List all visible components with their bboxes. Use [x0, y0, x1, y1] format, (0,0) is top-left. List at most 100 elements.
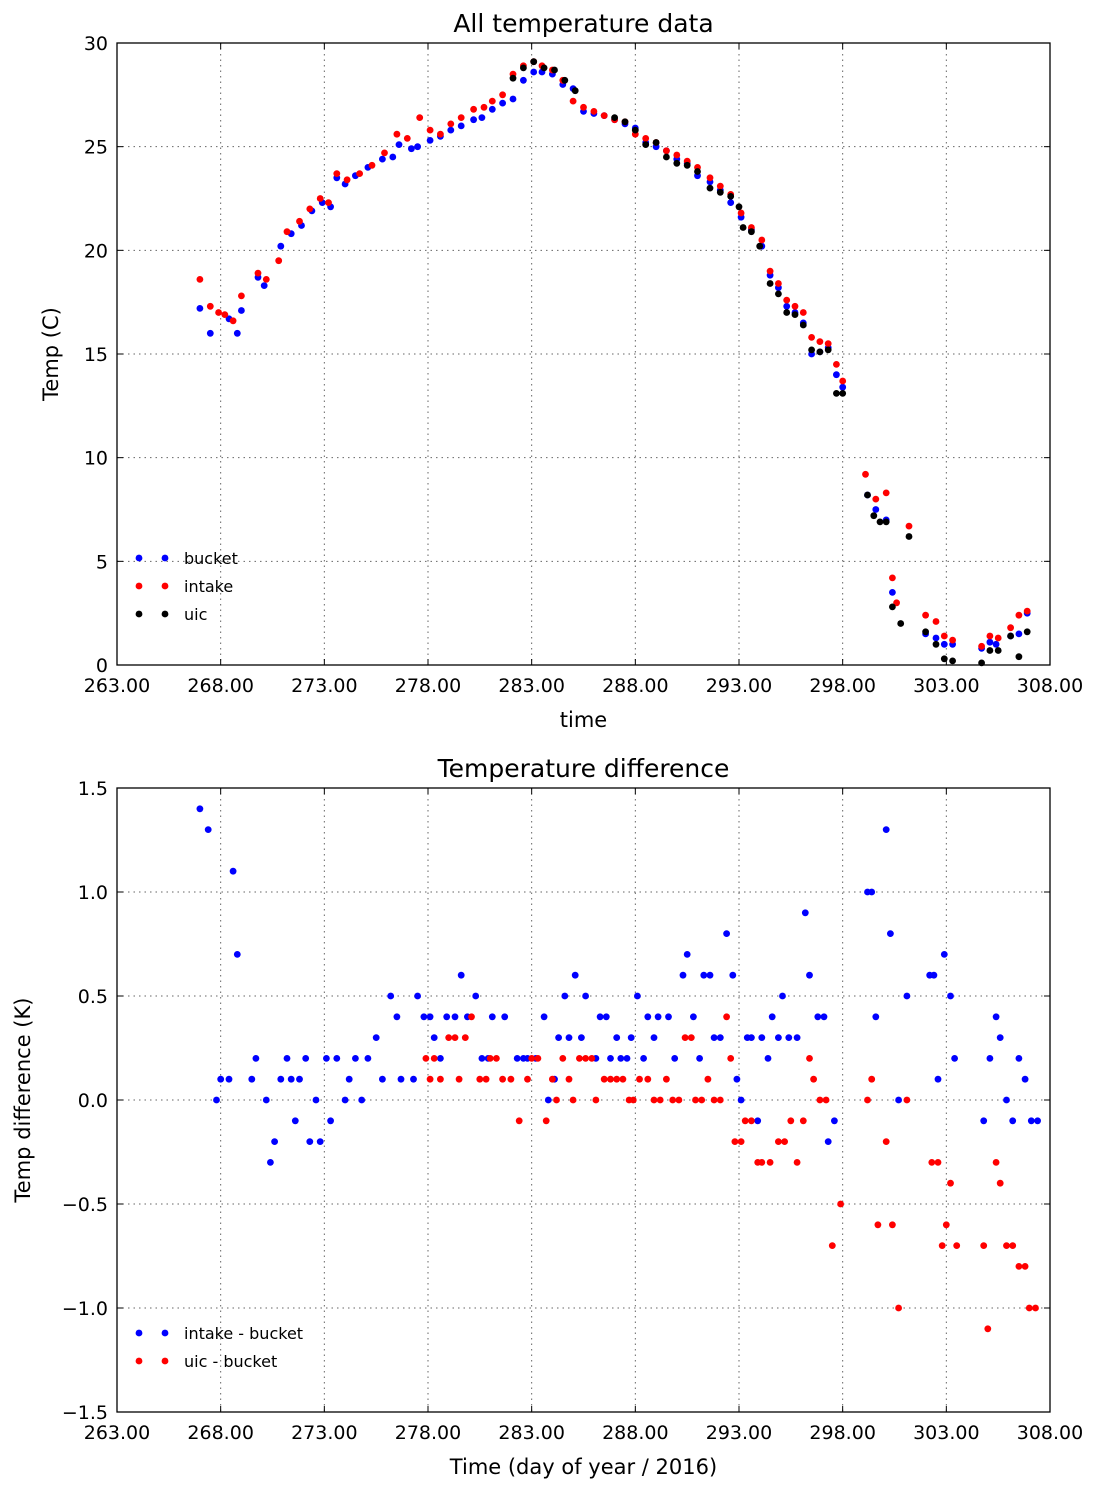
temp-data-point — [393, 130, 401, 138]
temp-data-point — [882, 489, 890, 497]
diff-data-point — [507, 1075, 515, 1083]
temperature-chart-panel: 263.00 268.00 273.00 278.00 283.00 288.00 293.… — [39, 9, 1083, 732]
diff-data-point — [627, 1034, 635, 1041]
temp-legend-label: intake — [184, 577, 233, 596]
diff-legend-label: intake - bucket — [184, 1324, 303, 1343]
temp-data-point — [706, 184, 714, 192]
diff-data-point — [544, 1096, 552, 1104]
temp-legend-marker — [135, 582, 143, 590]
temp-data-point — [381, 149, 388, 157]
diff-data-point — [947, 1179, 954, 1187]
temp-data-point — [816, 338, 824, 345]
temp-data-point — [196, 305, 204, 312]
diff-data-point — [457, 971, 465, 979]
diff-data-point — [233, 951, 241, 958]
temp-data-point — [775, 280, 782, 287]
diff-data-point — [775, 1034, 782, 1041]
temp-data-point — [833, 390, 840, 397]
temp-data-point — [799, 309, 807, 316]
diff-data-point — [571, 971, 579, 979]
temp-x-tick-label: 308.00 — [1017, 675, 1083, 697]
temp-data-point — [356, 170, 363, 178]
diff-data-point — [951, 1055, 958, 1062]
temp-data-point — [864, 491, 871, 499]
diff-data-point — [582, 1055, 589, 1062]
diff-legend-marker — [161, 1357, 169, 1365]
diff-data-point — [729, 971, 737, 979]
diff-data-point — [764, 1055, 772, 1062]
temp-data-point — [783, 309, 791, 316]
diff-data-point — [986, 1055, 994, 1062]
temp-x-tick-label: 303.00 — [913, 675, 979, 697]
diff-data-point — [619, 1075, 627, 1083]
temp-data-point — [275, 257, 283, 265]
diff-data-point — [196, 805, 204, 813]
diff-data-point — [1021, 1075, 1029, 1083]
temp-data-point — [569, 97, 577, 105]
diff-data-point — [443, 1013, 451, 1021]
diff-data-point — [578, 1034, 585, 1041]
temp-data-point — [221, 311, 229, 318]
temp-x-tick-label: 273.00 — [291, 675, 357, 697]
temp-data-point — [530, 58, 538, 66]
temp-data-point — [889, 589, 896, 596]
diff-data-point — [488, 1013, 496, 1021]
diff-data-point — [723, 1013, 730, 1021]
diff-data-point — [992, 1013, 1000, 1021]
temp-data-point — [922, 611, 929, 619]
diff-data-point — [607, 1075, 614, 1083]
temp-data-point — [739, 224, 747, 231]
temp-data-point — [839, 390, 847, 397]
diff-legend-marker — [161, 1329, 169, 1337]
temp-data-point — [1007, 632, 1014, 640]
diff-data-point — [291, 1117, 299, 1125]
diff-data-point — [692, 1096, 699, 1104]
diff-data-point — [710, 1096, 718, 1104]
temp-data-point — [403, 135, 411, 142]
diff-data-point — [410, 1075, 417, 1083]
diff-data-point — [799, 1117, 807, 1125]
diff-data-point — [352, 1055, 359, 1062]
temp-data-point — [922, 628, 929, 636]
temp-data-point — [727, 199, 735, 207]
diff-data-point — [822, 1096, 830, 1104]
diff-data-point — [980, 1242, 988, 1249]
diff-legend-label: uic - bucket — [184, 1352, 277, 1371]
temp-data-point — [229, 317, 237, 325]
diff-data-point — [775, 1138, 782, 1145]
diff-y-tick-label: 1.5 — [78, 778, 108, 800]
temp-data-point — [791, 302, 799, 310]
temp-data-point — [206, 329, 214, 337]
diff-data-point — [980, 1117, 988, 1125]
temp-data-point — [839, 377, 847, 385]
diff-data-point — [493, 1055, 500, 1062]
diff-data-point — [420, 1013, 428, 1021]
diff-data-point — [754, 1117, 762, 1125]
diff-data-point — [806, 1055, 813, 1062]
diff-data-point — [634, 992, 641, 1000]
temp-data-point — [783, 302, 791, 310]
temp-data-point — [368, 161, 376, 169]
diff-data-point — [953, 1242, 961, 1249]
diff-data-point — [422, 1055, 430, 1062]
diff-data-point — [737, 1138, 745, 1145]
diff-data-point — [461, 1034, 469, 1041]
temp-data-point — [735, 203, 743, 211]
diff-data-point — [864, 1096, 871, 1104]
temp-data-point — [775, 290, 782, 298]
diff-data-point — [1015, 1263, 1023, 1270]
diff-data-point — [426, 1013, 434, 1021]
diff-data-point — [213, 1096, 220, 1104]
diff-data-point — [379, 1075, 386, 1083]
temp-data-point — [470, 116, 477, 124]
diff-data-point — [889, 1221, 896, 1229]
diff-data-point — [698, 1096, 706, 1104]
diff-data-point — [696, 1055, 703, 1062]
temp-data-point — [1023, 607, 1031, 615]
temp-y-tick-label: 5 — [96, 551, 108, 573]
diff-data-point — [534, 1055, 542, 1062]
temp-y-tick-label: 30 — [84, 33, 108, 55]
temp-data-point — [631, 126, 639, 134]
diff-data-point — [793, 1159, 801, 1166]
